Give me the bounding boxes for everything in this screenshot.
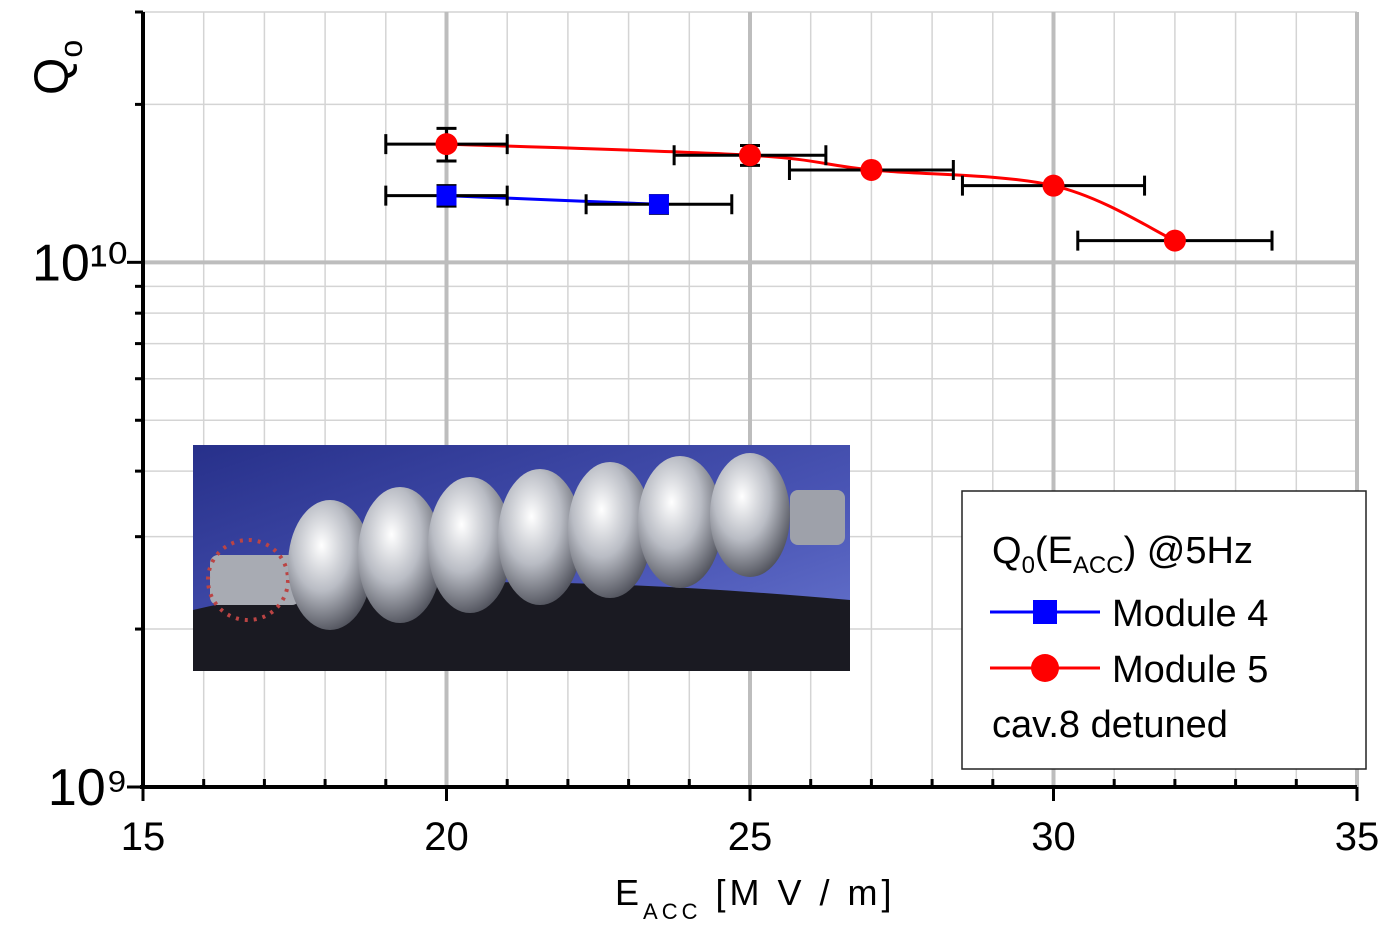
- cavity-photo: [193, 445, 850, 671]
- legend: Q0(EACC) @5Hz Module 4 Module 5 cav.8 detun…: [961, 490, 1367, 770]
- legend-marker: [1033, 600, 1057, 624]
- legend-title-part: ) @5Hz: [1124, 530, 1253, 572]
- marker: [739, 144, 761, 167]
- marker: [436, 185, 457, 206]
- legend-title-part: (E: [1035, 530, 1073, 572]
- marker: [1042, 174, 1065, 197]
- x-tick-label: 35: [1335, 815, 1380, 859]
- marker: [860, 158, 883, 181]
- x-tick-label: 20: [424, 815, 469, 859]
- x-tick-label: 30: [1031, 815, 1076, 859]
- legend-marker: [1031, 654, 1059, 682]
- y-tick-label: 10¹⁰: [32, 234, 128, 292]
- x-axis-label-part: E: [615, 872, 643, 913]
- marker: [648, 194, 669, 215]
- x-axis-label: EACC [M V / m]: [615, 872, 895, 924]
- x-axis-label-part: ACC: [643, 899, 701, 924]
- x-tick-label: 15: [121, 815, 166, 859]
- x-tick-label: 25: [728, 815, 773, 859]
- y-axis-label: Qo: [26, 40, 89, 95]
- legend-title-part: 0: [1022, 552, 1035, 579]
- legend-label: Module 5: [1112, 649, 1268, 691]
- marker: [435, 133, 458, 156]
- y-axis-label-part: o: [53, 40, 89, 58]
- legend-box: [961, 490, 1367, 770]
- y-tick-label: 10⁹: [48, 759, 128, 817]
- marker: [1163, 229, 1186, 252]
- legend-note: cav.8 detuned: [992, 704, 1228, 746]
- legend-title-part: ACC: [1073, 552, 1124, 579]
- plot-area: [140, 12, 1357, 789]
- legend-title: Q0(EACC) @5Hz: [992, 530, 1253, 579]
- x-axis-label-part: [M V / m]: [701, 872, 895, 913]
- legend-title-part: Q: [992, 530, 1022, 572]
- legend-label: Module 4: [1112, 593, 1268, 635]
- y-axis-label-part: Q: [26, 58, 79, 95]
